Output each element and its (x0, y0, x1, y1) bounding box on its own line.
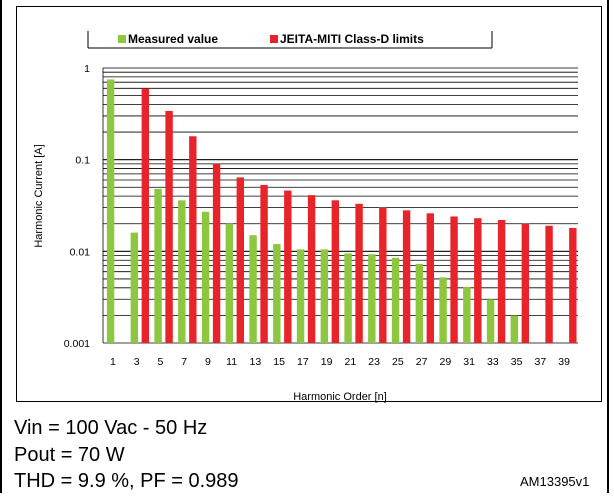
measured-bar (154, 188, 162, 343)
measured-bar (368, 254, 376, 343)
caption-vin: Vin = 100 Vac - 50 Hz (14, 417, 208, 439)
x-tick-label: 27 (416, 356, 428, 368)
measured-bar (320, 249, 329, 343)
x-tick-label: 17 (297, 356, 309, 368)
y-tick-label: 0.1 (75, 155, 90, 167)
measured-bar (130, 232, 139, 343)
limit-bar (331, 200, 340, 343)
limit-bar (402, 210, 411, 343)
legend-swatch (118, 35, 126, 43)
y-tick-labels: 1 0.1 0.01 0.001 (64, 63, 90, 350)
x-tick-label: 35 (511, 356, 523, 368)
limit-bar (141, 88, 150, 343)
figure-id: AM13395v1 (520, 474, 590, 489)
legend-label: Measured value (128, 32, 218, 46)
caption-pout: Pout = 70 W (14, 444, 125, 466)
x-tick-label: 7 (181, 356, 187, 368)
x-tick-label: 1 (110, 356, 116, 368)
measured-bar (344, 253, 352, 343)
x-tick-label: 29 (440, 356, 452, 368)
limit-bar (521, 223, 530, 343)
limit-bar (236, 177, 245, 343)
measured-bar (273, 244, 281, 343)
x-tick-label: 39 (558, 356, 570, 368)
x-tick-label: 31 (463, 356, 475, 368)
measured-bar (439, 277, 447, 343)
x-tick-label: 3 (134, 356, 140, 368)
measured-bar (463, 286, 471, 343)
limit-bar (260, 184, 268, 343)
y-axis-label: Harmonic Current [A] (33, 144, 45, 247)
grid-lines (102, 67, 578, 344)
x-axis-label: Harmonic Order [n] (293, 391, 387, 403)
y-tick-label: 1 (84, 63, 90, 75)
measured-bar (510, 315, 519, 343)
bars (106, 79, 577, 343)
y-tick-label: 0.01 (70, 246, 91, 258)
limit-bar (165, 110, 173, 343)
x-tick-label: 9 (205, 356, 211, 368)
limit-bar (284, 190, 292, 343)
limit-bar (569, 227, 577, 343)
limit-bar (426, 213, 435, 343)
limit-bar (474, 218, 482, 343)
legend-swatch (270, 35, 278, 43)
legend: Measured value JEITA-MITI Class-D limits (87, 31, 493, 49)
x-tick-label: 19 (321, 356, 333, 368)
measured-bar (249, 235, 257, 343)
y-tick-label: 0.001 (64, 338, 90, 350)
limit-bar (189, 136, 197, 343)
measured-bar (106, 79, 115, 343)
x-tick-label: 21 (345, 356, 357, 368)
measured-bar (415, 263, 424, 343)
measured-bar (201, 211, 210, 343)
measured-bar (296, 249, 305, 343)
x-tick-label: 33 (487, 356, 499, 368)
limit-bar (497, 219, 506, 343)
x-tick-label: 25 (392, 356, 404, 368)
measured-bar (391, 257, 400, 343)
limit-bar (212, 163, 221, 343)
x-tick-label: 13 (250, 356, 262, 368)
limit-bar (379, 207, 387, 343)
x-tick-label: 11 (226, 356, 237, 368)
x-tick-labels: 1 3 5 7 9 11 13 15 17 19 21 23 25 27 29 31 33 35 37 39 (110, 356, 570, 368)
caption-thd: THD = 9.9 %, PF = 0.989 (14, 470, 239, 492)
x-tick-label: 5 (157, 356, 163, 368)
measured-bar (225, 223, 234, 343)
limit-bar (355, 203, 363, 343)
chart-frame (16, 6, 602, 402)
limit-bar (307, 195, 316, 343)
measured-bar (486, 299, 495, 343)
legend-label: JEITA-MITI Class-D limits (280, 32, 424, 46)
x-tick-label: 23 (368, 356, 380, 368)
limit-bar (545, 225, 553, 343)
x-tick-label: 15 (273, 356, 285, 368)
limit-bar (450, 216, 458, 343)
x-tick-label: 37 (535, 356, 547, 368)
measured-bar (178, 200, 186, 343)
